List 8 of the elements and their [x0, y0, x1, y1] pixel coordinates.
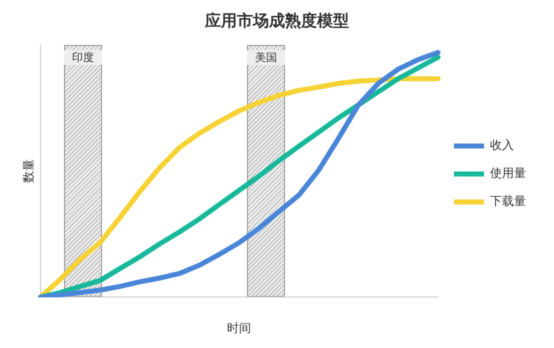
- y-axis-title: 数量: [21, 159, 36, 184]
- annotation: 印度: [64, 50, 102, 66]
- legend-label: 收入: [490, 138, 514, 152]
- x-axis-title: 时间: [227, 320, 252, 335]
- legend-label: 使用量: [490, 166, 526, 180]
- annotation: 美国: [247, 50, 285, 66]
- chart-title: 应用市场成熟度模型: [204, 10, 349, 30]
- legend-label: 下载量: [490, 194, 526, 208]
